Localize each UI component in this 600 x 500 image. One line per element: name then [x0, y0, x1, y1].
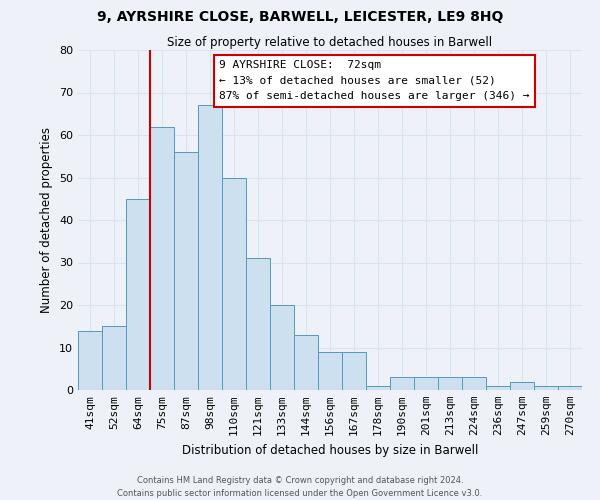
Bar	[318, 352, 342, 390]
Bar	[438, 378, 462, 390]
Bar	[78, 330, 102, 390]
Bar	[342, 352, 366, 390]
Bar	[510, 382, 534, 390]
Bar	[222, 178, 246, 390]
Bar	[462, 378, 486, 390]
Bar	[198, 106, 222, 390]
Y-axis label: Number of detached properties: Number of detached properties	[40, 127, 53, 313]
Text: Contains HM Land Registry data © Crown copyright and database right 2024.
Contai: Contains HM Land Registry data © Crown c…	[118, 476, 482, 498]
Bar	[534, 386, 558, 390]
Text: 9, AYRSHIRE CLOSE, BARWELL, LEICESTER, LE9 8HQ: 9, AYRSHIRE CLOSE, BARWELL, LEICESTER, L…	[97, 10, 503, 24]
Bar	[558, 386, 582, 390]
Bar	[366, 386, 390, 390]
Bar	[102, 326, 126, 390]
Bar	[414, 378, 438, 390]
Bar	[126, 198, 150, 390]
Text: 9 AYRSHIRE CLOSE:  72sqm
← 13% of detached houses are smaller (52)
87% of semi-d: 9 AYRSHIRE CLOSE: 72sqm ← 13% of detache…	[219, 60, 530, 102]
X-axis label: Distribution of detached houses by size in Barwell: Distribution of detached houses by size …	[182, 444, 478, 456]
Bar	[270, 305, 294, 390]
Bar	[150, 126, 174, 390]
Bar	[390, 378, 414, 390]
Title: Size of property relative to detached houses in Barwell: Size of property relative to detached ho…	[167, 36, 493, 49]
Bar	[246, 258, 270, 390]
Bar	[174, 152, 198, 390]
Bar	[294, 335, 318, 390]
Bar	[486, 386, 510, 390]
